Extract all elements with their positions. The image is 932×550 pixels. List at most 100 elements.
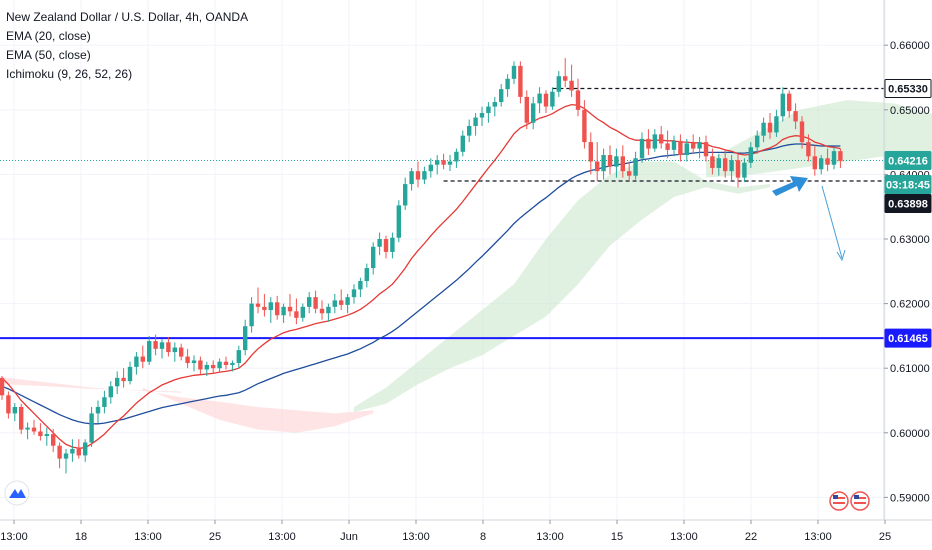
candle-4 <box>25 422 30 440</box>
legend-ichimoku[interactable]: Ichimoku (9, 26, 52, 26) <box>6 67 133 81</box>
candle-10 <box>63 448 69 474</box>
candle-body <box>403 184 408 206</box>
candle-body <box>25 427 30 430</box>
candle-body <box>588 142 593 162</box>
candle-125 <box>799 116 805 149</box>
candle-body <box>697 142 702 149</box>
candle-7 <box>44 427 49 446</box>
candle-121 <box>774 109 779 137</box>
price-tag-label: 0.63898 <box>888 198 928 210</box>
candle-51 <box>326 303 331 322</box>
candle-body <box>326 306 331 314</box>
candle-body <box>108 386 113 398</box>
bounce-arrow-icon <box>772 176 808 196</box>
candle-82 <box>524 90 529 130</box>
candle-body <box>767 122 773 133</box>
candle-body <box>614 156 619 167</box>
candle-117 <box>748 142 753 168</box>
price-tag-box <box>884 150 932 170</box>
legend-ema50[interactable]: EMA (50, close) <box>6 48 91 62</box>
x-tick-label-5: Jun <box>340 531 358 543</box>
candle-0 <box>0 375 5 400</box>
candle-body <box>563 76 568 81</box>
candle-74 <box>473 113 478 136</box>
candle-123 <box>787 90 792 118</box>
candle-body <box>300 306 305 318</box>
candle-40 <box>255 287 261 314</box>
candle-87 <box>556 71 561 97</box>
candle-body <box>780 93 785 117</box>
price-tag-box <box>884 193 932 213</box>
candle-body <box>236 350 241 364</box>
candle-97 <box>620 145 625 178</box>
legend-ema20[interactable]: EMA (20, close) <box>6 29 91 43</box>
candle-body <box>729 160 734 172</box>
candle-body <box>524 96 529 123</box>
x-tick-label-3: 25 <box>209 531 221 543</box>
candle-body <box>755 135 760 148</box>
candle-body <box>153 341 158 349</box>
candle-body <box>255 303 261 307</box>
ichimoku-cloud <box>2 100 932 433</box>
price-tag-3: 0.63898 <box>884 193 932 213</box>
candle-3 <box>19 403 24 435</box>
tradingview-logo-icon[interactable] <box>4 480 30 506</box>
candle-body <box>63 453 69 459</box>
candle-36 <box>230 360 235 372</box>
candle-124 <box>793 103 798 130</box>
candle-19 <box>121 368 126 388</box>
candle-56 <box>358 277 363 298</box>
candle-71 <box>454 148 459 168</box>
candle-109 <box>697 136 702 159</box>
logo-mark <box>9 489 26 498</box>
projection-arrow-head <box>836 249 846 262</box>
candle-108 <box>691 134 696 154</box>
us-flag-event-icon-2[interactable] <box>850 491 870 511</box>
candle-body <box>537 93 542 104</box>
candle-body <box>140 356 145 362</box>
candle-body <box>191 360 197 364</box>
candle-110 <box>703 135 709 162</box>
ema20-line <box>1 103 841 449</box>
candle-101 <box>646 129 651 156</box>
candle-20 <box>127 361 133 385</box>
candle-85 <box>543 90 549 114</box>
us-flag-event-icon[interactable] <box>829 491 849 511</box>
candle-49 <box>313 290 318 314</box>
candle-50 <box>319 300 325 320</box>
candle-body <box>102 397 107 407</box>
candle-body <box>383 239 389 252</box>
candle-body <box>492 102 497 107</box>
candle-body <box>249 303 254 327</box>
legend: New Zealand Dollar / U.S. Dollar, 4h, OA… <box>6 8 248 84</box>
candle-28 <box>179 343 184 361</box>
candle-body <box>454 151 459 162</box>
candle-body <box>243 326 248 351</box>
candle-115 <box>735 153 741 188</box>
price-tag-label: 0.61465 <box>888 333 928 345</box>
price-tag-label: 0.64216 <box>888 155 928 167</box>
ema-lines <box>1 103 841 449</box>
candle-13 <box>83 439 88 462</box>
candle-12 <box>76 439 81 459</box>
candle-body <box>428 164 433 172</box>
candle-body <box>652 134 657 149</box>
candle-body <box>51 434 56 446</box>
candle-body <box>825 158 830 165</box>
candle-body <box>345 297 350 305</box>
candle-76 <box>486 102 491 123</box>
candle-body <box>0 377 5 396</box>
candle-body <box>159 342 165 349</box>
legend-symbol[interactable]: New Zealand Dollar / U.S. Dollar, 4h, OA… <box>6 10 249 24</box>
candle-48 <box>307 291 312 314</box>
candle-body <box>70 448 75 454</box>
y-tick-label-4: 0.62000 <box>890 299 930 311</box>
candle-5 <box>31 419 37 435</box>
candle-body <box>742 162 747 178</box>
candle-60 <box>383 235 389 259</box>
candle-96 <box>614 148 619 178</box>
candle-body <box>121 377 126 382</box>
candle-body <box>147 341 152 362</box>
